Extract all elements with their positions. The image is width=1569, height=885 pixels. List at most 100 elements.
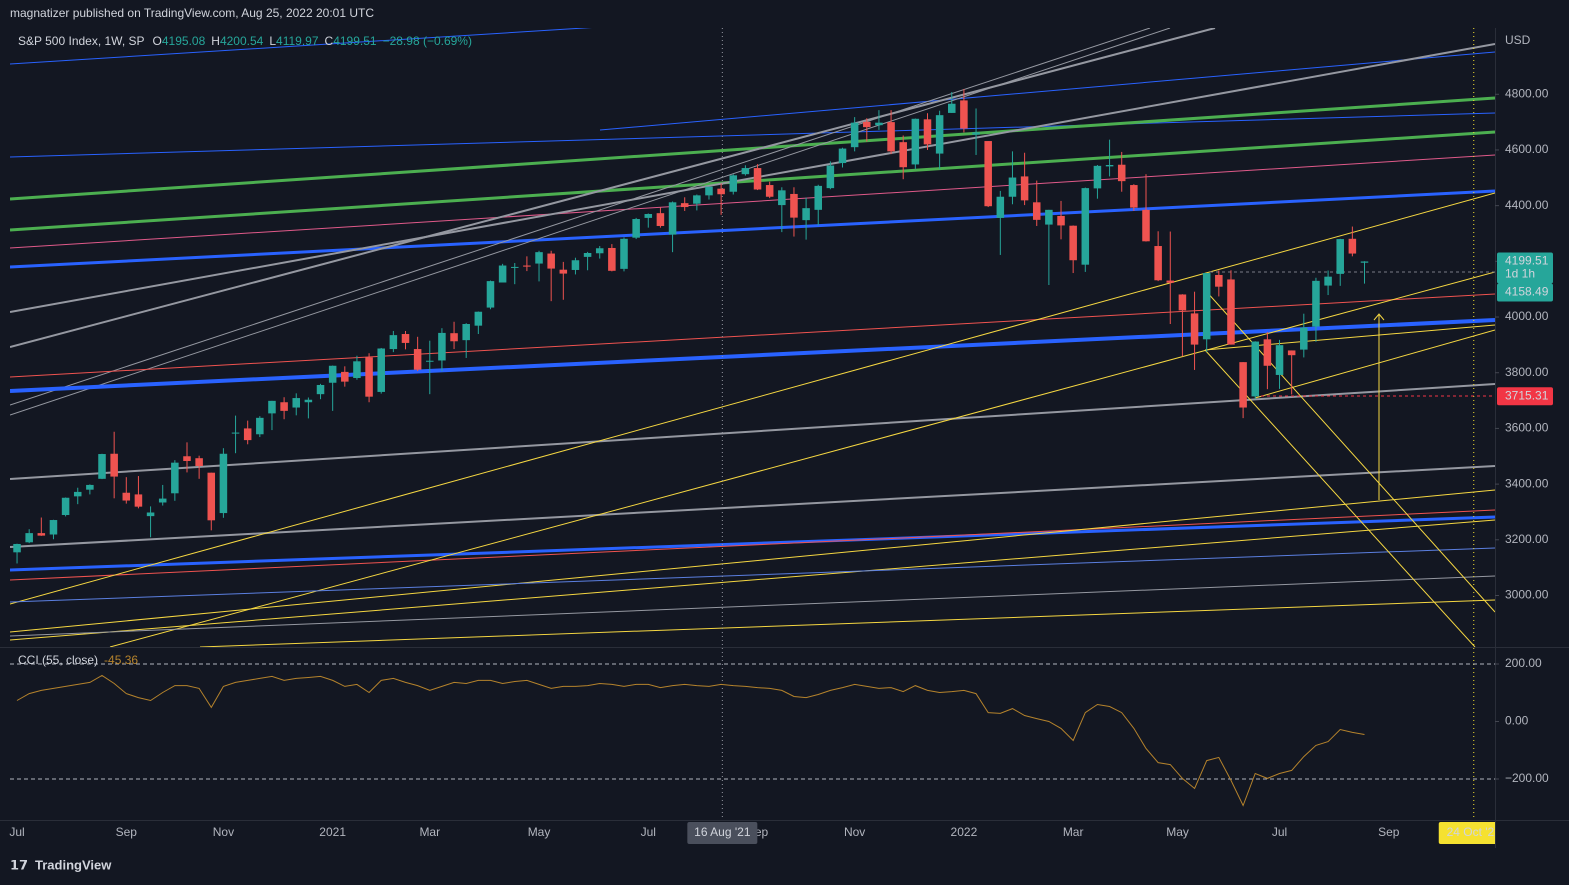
candle-body (61, 497, 70, 516)
candle-body (863, 121, 871, 128)
candle-body (911, 118, 920, 165)
candle-body (1251, 341, 1260, 397)
candle-body (1142, 209, 1150, 242)
candle-body (1239, 362, 1247, 408)
candle-body (207, 472, 216, 521)
candle-body (486, 281, 495, 308)
y-tick-label: 200.00 (1505, 656, 1542, 670)
candle-body (802, 208, 810, 221)
y-tick-label: −200.00 (1505, 771, 1549, 785)
change: −28.98 (−0.69%) (383, 34, 472, 48)
candle-body (923, 119, 932, 145)
candle-body (632, 219, 640, 238)
trend-line (599, 51, 1495, 131)
x-tick-label: Nov (213, 825, 234, 839)
price-label: 3715.31 (1505, 388, 1549, 402)
drawings (10, 28, 1495, 647)
candle-body (256, 417, 264, 435)
brand: TradingView (35, 857, 112, 872)
trend-line (109, 271, 1495, 647)
candle-body (1020, 176, 1029, 201)
ohlc-prefix: C (325, 34, 334, 48)
x-tick-label: Mar (1063, 825, 1084, 839)
candle-body (1287, 350, 1296, 356)
candle-body (1348, 238, 1357, 254)
candle-body (1069, 225, 1077, 261)
y-tick-label: 4600.00 (1505, 142, 1549, 156)
candle-body (838, 148, 847, 164)
candle-body (887, 122, 895, 152)
countdown: 1d 1h (1505, 267, 1535, 281)
candle-body (1360, 261, 1369, 263)
candle-body (656, 213, 665, 226)
candle-body (37, 533, 46, 536)
candle-body (353, 361, 361, 379)
candle-body (1312, 280, 1320, 327)
candle-body (693, 195, 701, 204)
ohlc-value: 4119.97 (276, 34, 319, 48)
candle-body (86, 484, 94, 490)
trend-line (10, 112, 1495, 158)
trend-line (10, 28, 1151, 406)
trend-line (10, 43, 1495, 313)
candle-body (365, 357, 373, 397)
legend: S&P 500 Index, 1W, SP O4195.08 H4200.54 L41… (18, 34, 472, 48)
y-tick-label: 4000.00 (1505, 309, 1549, 323)
time-marker-label: 24 Oct '22 (1447, 825, 1502, 839)
candle-body (996, 196, 1005, 218)
trend-line (10, 509, 1495, 581)
time-marker-box (1438, 822, 1495, 844)
candle-body (328, 365, 337, 383)
candle-body (1336, 239, 1344, 274)
y-tick-label: 3200.00 (1505, 532, 1549, 546)
ohlc-value: 4195.08 (162, 34, 206, 48)
candle-body (960, 100, 968, 129)
candle-body (741, 168, 750, 175)
candle-body (826, 165, 835, 189)
candle-body (73, 491, 82, 497)
time-marker-box (687, 822, 758, 844)
x-tick-label: Mar (419, 825, 440, 839)
candle-body (1178, 294, 1187, 311)
candle-body (122, 492, 131, 501)
last-price-label: 4199.51 (1505, 254, 1549, 268)
ohlc-value: 4200.54 (220, 34, 264, 48)
candle-body (1215, 274, 1223, 287)
candle-body (620, 238, 628, 269)
ohlc-value: 4199.51 (333, 34, 377, 48)
candle-body (571, 260, 580, 270)
trend-line (10, 383, 1495, 480)
candle-body (183, 456, 191, 461)
price-label: 4158.49 (1505, 285, 1549, 299)
candle-body (158, 498, 167, 503)
x-tick-label: Jul (1272, 825, 1287, 839)
y-tick-label: 4400.00 (1505, 198, 1549, 212)
candle-body (765, 185, 774, 197)
candle-body (292, 398, 301, 408)
trend-line (10, 519, 1495, 641)
y-tick-label: 4800.00 (1505, 86, 1549, 100)
candle-body (1300, 327, 1308, 350)
candle-body (1154, 246, 1162, 281)
candle-body (98, 454, 106, 479)
candle-body (1008, 177, 1017, 197)
candle-body (474, 311, 483, 326)
price-label-box (1497, 283, 1553, 302)
candle-body (134, 494, 143, 507)
candle-body (899, 142, 907, 168)
trend-line (10, 189, 1495, 269)
candle-body (1227, 279, 1235, 345)
x-tick-label: Sep (1378, 825, 1400, 839)
candle-body (1105, 164, 1114, 167)
candle-body (523, 265, 531, 267)
arrow-head (1373, 313, 1385, 321)
y-tick-label: 3600.00 (1505, 421, 1549, 435)
candle-body (935, 115, 944, 154)
candle-body (814, 185, 822, 210)
candle-body (948, 103, 956, 113)
candle-body (680, 203, 689, 208)
candle-body (146, 512, 155, 517)
candle-body (510, 266, 519, 268)
